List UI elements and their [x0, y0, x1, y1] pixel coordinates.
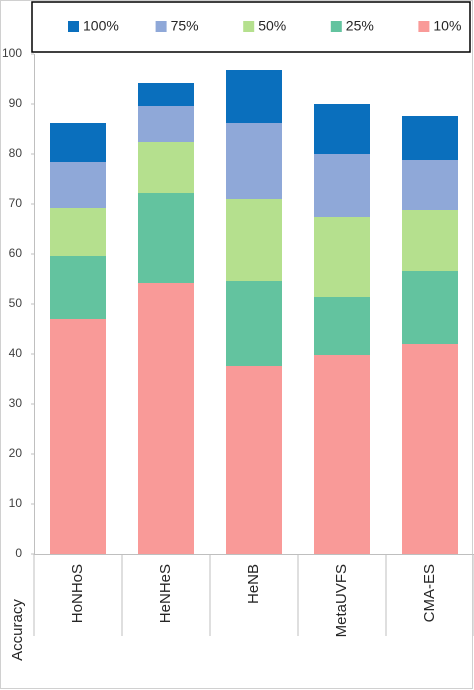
bar-segment	[138, 83, 194, 106]
bar-segment	[402, 160, 458, 210]
y-tick-label: 0	[15, 546, 22, 560]
y-tick-label: 60	[9, 246, 23, 260]
bar-segment	[50, 162, 106, 208]
x-tick-label: HeNHeS	[157, 564, 174, 623]
x-tick-label: HoNHoS	[69, 564, 86, 623]
y-tick-label: 100	[2, 46, 22, 60]
bar-segment	[226, 70, 282, 123]
x-tick-label: MetaUVFS	[333, 564, 350, 637]
legend-label: 10%	[433, 18, 461, 34]
y-tick-label: 40	[9, 346, 23, 360]
bar-segment	[314, 154, 370, 217]
bar-segment	[50, 256, 106, 319]
legend-swatch	[243, 21, 255, 32]
y-tick-label: 80	[9, 146, 23, 160]
bar-segment	[226, 123, 282, 199]
bar-segment	[314, 217, 370, 297]
bar-segment	[138, 193, 194, 283]
legend-swatch	[68, 21, 79, 32]
legend-label: 75%	[171, 18, 199, 34]
bar-segment	[50, 208, 106, 256]
y-tick-label: 20	[9, 446, 23, 460]
bar-segment	[50, 319, 106, 554]
bar-segment	[138, 106, 194, 142]
y-tick-label: 10	[9, 496, 23, 510]
bar-segment	[402, 271, 458, 344]
y-axis-label: Accuracy	[9, 599, 26, 661]
legend-label: 25%	[346, 18, 374, 34]
y-tick-label: 50	[9, 296, 23, 310]
y-tick-label: 90	[9, 96, 23, 110]
legend-label: 50%	[258, 18, 286, 34]
legend-swatch	[330, 21, 342, 32]
y-tick-label: 70	[9, 196, 23, 210]
bar-segment	[138, 142, 194, 193]
bar-segment	[138, 283, 194, 554]
x-tick-label: HeNB	[245, 564, 262, 604]
bar-segment	[402, 210, 458, 271]
legend-swatch	[155, 21, 167, 32]
bar-segment	[314, 297, 370, 355]
bar-segment	[314, 104, 370, 154]
legend-label: 100%	[83, 18, 119, 34]
bar-segment	[226, 281, 282, 366]
bar-segment	[226, 199, 282, 281]
bar-segment	[50, 123, 106, 162]
x-tick-label: CMA-ES	[421, 564, 438, 622]
legend-swatch	[418, 21, 430, 32]
bar-segment	[402, 116, 458, 160]
bar-segment	[226, 366, 282, 554]
bar-segment	[314, 355, 370, 554]
y-tick-label: 30	[9, 396, 23, 410]
bar-segment	[402, 344, 458, 554]
